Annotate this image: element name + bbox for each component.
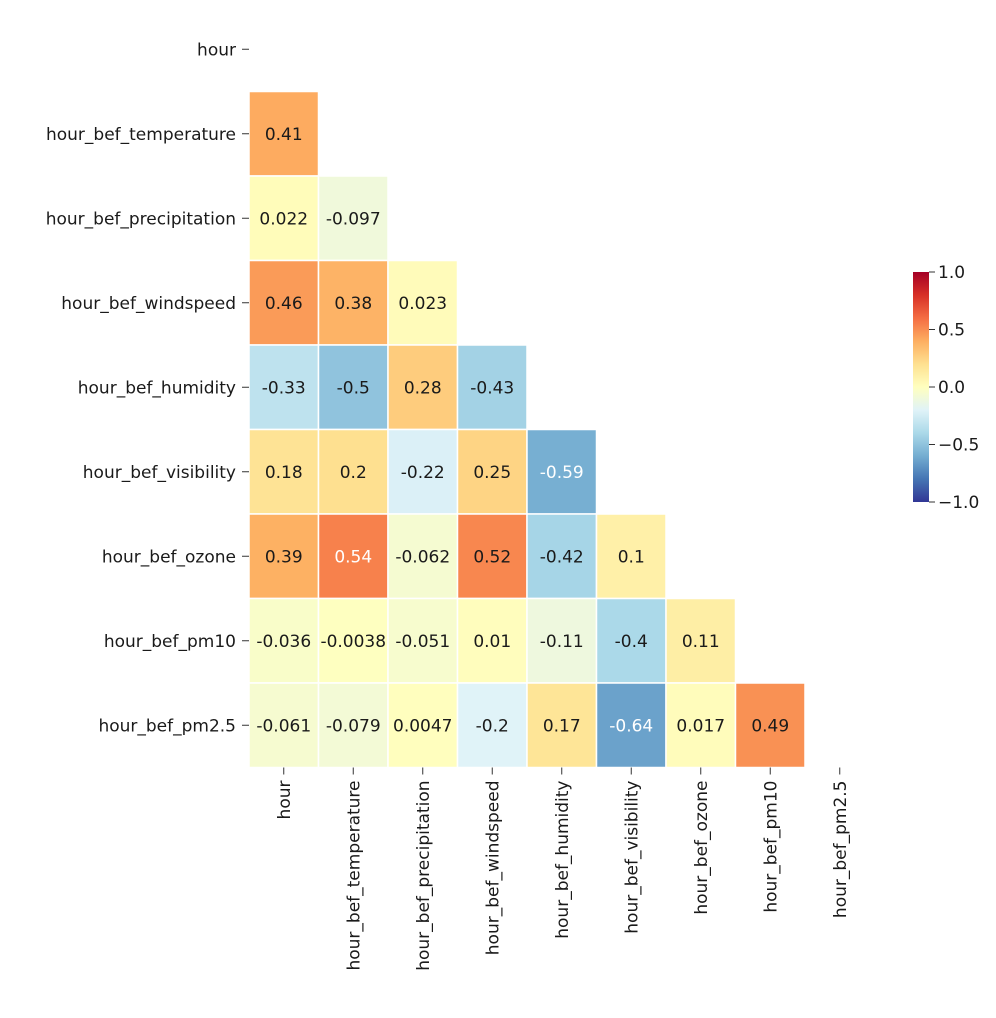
x-tick-label: hour_bef_visibility xyxy=(622,781,642,934)
heatmap-cell xyxy=(248,175,320,262)
heatmap-cell xyxy=(317,428,389,515)
colorbar-tick-label: 0.0 xyxy=(938,378,965,398)
heatmap-cell xyxy=(595,513,667,600)
cell-value-label: -0.036 xyxy=(256,632,311,652)
cell-value-label: -0.64 xyxy=(609,716,653,736)
x-tick-label: hour_bef_windspeed xyxy=(483,781,503,956)
cell-value-label: 0.25 xyxy=(473,463,511,483)
heatmap-cell xyxy=(387,682,459,769)
cell-value-label: 0.52 xyxy=(473,547,511,567)
cell-value-label: -0.2 xyxy=(476,716,509,736)
colorbar-gradient xyxy=(913,272,929,502)
cell-value-label: -0.42 xyxy=(540,547,584,567)
y-tick-label: hour xyxy=(197,40,236,60)
cell-value-label: 0.39 xyxy=(265,547,303,567)
cell-value-label: 0.38 xyxy=(334,294,372,314)
heatmap-cell xyxy=(387,513,459,600)
y-tick-label: hour_bef_humidity xyxy=(78,378,236,398)
y-tick-label: hour_bef_temperature xyxy=(46,125,236,145)
cell-value-label: -0.079 xyxy=(326,716,381,736)
colorbar-tick-label: 1.0 xyxy=(938,263,965,283)
heatmap-cell xyxy=(526,513,598,600)
x-tick-label: hour_bef_ozone xyxy=(692,781,712,915)
cell-value-label: 0.023 xyxy=(398,294,447,314)
heatmap-cell xyxy=(317,175,389,262)
cell-value-label: 0.0047 xyxy=(393,716,452,736)
x-tick-label: hour_bef_pm2.5 xyxy=(831,781,851,919)
cell-value-label: 0.022 xyxy=(259,209,308,229)
heatmap-cell xyxy=(456,513,528,600)
heatmap-cell xyxy=(665,597,737,684)
cell-value-label: -0.4 xyxy=(615,632,648,652)
heatmap-cell xyxy=(317,344,389,431)
heatmap-cell xyxy=(248,597,320,684)
x-tick-label: hour_bef_humidity xyxy=(553,781,573,939)
heatmap-cell xyxy=(456,344,528,431)
cell-value-label: -0.22 xyxy=(401,463,445,483)
y-tick-label: hour_bef_visibility xyxy=(83,463,236,483)
y-axis: hour hour_bef_temperature hour_bef_precipi… xyxy=(46,40,249,736)
heatmap-cells xyxy=(248,90,806,769)
heatmap-cell xyxy=(387,259,459,346)
cell-value-label: 0.41 xyxy=(265,125,303,145)
cell-value-label: -0.051 xyxy=(395,632,450,652)
heatmap-cell xyxy=(456,428,528,515)
y-tick-label: hour_bef_precipitation xyxy=(46,209,236,229)
cell-value-label: -0.43 xyxy=(470,378,514,398)
heatmap-cell xyxy=(248,682,320,769)
x-tick-label: hour_bef_pm10 xyxy=(761,781,781,913)
heatmap-cell xyxy=(317,597,389,684)
cell-value-label: 0.49 xyxy=(751,716,789,736)
cell-value-label: 0.01 xyxy=(473,632,511,652)
heatmap-cell xyxy=(248,90,320,177)
cell-value-label: -0.062 xyxy=(395,547,450,567)
y-tick-label: hour_bef_windspeed xyxy=(61,294,236,314)
x-tick-label: hour_bef_precipitation xyxy=(414,781,434,971)
cell-value-label: -0.097 xyxy=(326,209,381,229)
cell-value-label: 0.17 xyxy=(543,716,581,736)
cell-value-label: -0.11 xyxy=(540,632,584,652)
colorbar-tick-label: −1.0 xyxy=(938,493,979,513)
heatmap-cell xyxy=(734,682,806,769)
cell-value-label: 0.46 xyxy=(265,294,303,314)
cell-value-label: 0.2 xyxy=(340,463,367,483)
cell-value-label: 0.18 xyxy=(265,463,303,483)
cell-value-label: 0.1 xyxy=(618,547,645,567)
cell-value-label: -0.0038 xyxy=(320,632,386,652)
cell-value-label: 0.11 xyxy=(682,632,720,652)
cell-value-label: -0.061 xyxy=(256,716,311,736)
y-tick-label: hour_bef_pm10 xyxy=(104,632,236,652)
cell-value-label: -0.5 xyxy=(337,378,370,398)
cell-value-label: 0.28 xyxy=(404,378,442,398)
y-tick-label: hour_bef_pm2.5 xyxy=(98,716,236,736)
x-tick-label: hour xyxy=(275,781,295,820)
cell-value-label: -0.59 xyxy=(540,463,584,483)
heatmap-cell-labels: 0.41 0.022 -0.097 0.46 0.38 0.023 -0.33 -0.5 0.2… xyxy=(256,125,789,737)
cell-value-label: 0.54 xyxy=(334,547,372,567)
y-tick-label: hour_bef_ozone xyxy=(102,547,236,567)
colorbar: 1.0 0.5 0.0 −0.5 −1.0 xyxy=(913,263,979,513)
cell-value-label: 0.017 xyxy=(676,716,725,736)
x-tick-label: hour_bef_temperature xyxy=(344,781,364,971)
x-axis: hour hour_bef_temperature hour_bef_precipi… xyxy=(275,767,851,971)
heatmap-cell xyxy=(595,597,667,684)
cell-value-label: -0.33 xyxy=(262,378,306,398)
colorbar-tick-label: 0.5 xyxy=(938,321,965,341)
colorbar-tick-label: −0.5 xyxy=(938,436,979,456)
heatmap-cell xyxy=(317,513,389,600)
